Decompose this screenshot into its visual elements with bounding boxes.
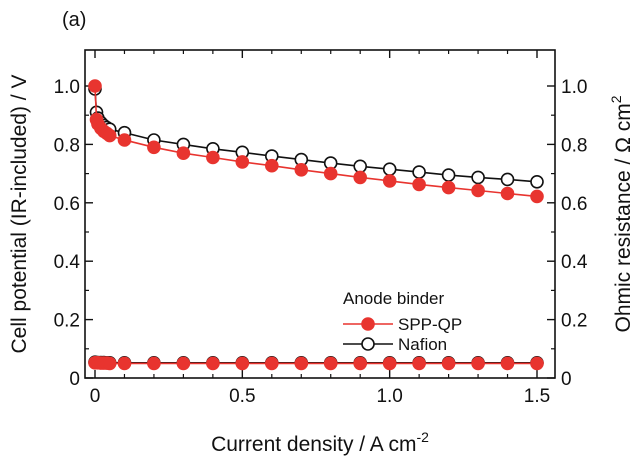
legend-marker xyxy=(361,317,375,331)
data-point xyxy=(412,165,426,179)
data-point xyxy=(147,356,161,371)
data-point xyxy=(264,356,279,371)
y-tick-label-left: 1.0 xyxy=(54,77,80,98)
series-spp-qp-right xyxy=(88,355,544,371)
data-point xyxy=(382,356,397,371)
x-axis-title-text: Current density / A cm xyxy=(211,433,416,456)
data-point xyxy=(294,356,309,371)
y-tick-label-left: 0.6 xyxy=(54,194,80,215)
legend-item-spp-qp: SPP-QP xyxy=(343,315,462,334)
data-point xyxy=(441,180,456,195)
y-axis-title-right: Ohmic resistance / Ω cm2 xyxy=(608,95,635,332)
y-tick-label-right: 0.2 xyxy=(561,311,587,332)
x-tick-label: 1.0 xyxy=(376,386,402,407)
data-point xyxy=(471,356,485,371)
data-point xyxy=(264,158,279,173)
data-point xyxy=(500,356,515,371)
y-tick-label-right: 0.8 xyxy=(561,135,587,156)
data-point xyxy=(206,356,220,371)
legend-marker xyxy=(361,337,375,351)
data-point xyxy=(471,170,485,185)
data-point xyxy=(412,177,426,192)
data-point xyxy=(471,183,485,198)
data-point xyxy=(235,356,250,371)
x-axis-title: Current density / A cm-2 xyxy=(211,429,429,456)
data-point xyxy=(102,356,117,371)
panel-label: (a) xyxy=(62,9,86,31)
data-point xyxy=(323,356,338,371)
x-tick-label: 0 xyxy=(90,386,101,407)
y-axis-title-left: Cell potential (IR-included) / V xyxy=(8,75,31,354)
y-tick-label-right: 0 xyxy=(561,369,572,390)
y-tick-label-right: 0.4 xyxy=(561,252,588,273)
x-tick-label: 1.5 xyxy=(524,386,550,407)
y-tick-label-left: 0.2 xyxy=(54,311,80,332)
data-point xyxy=(176,146,191,160)
data-point xyxy=(412,356,426,371)
legend-label: Nafion xyxy=(398,335,447,354)
y-axis-title-right-text: Ohmic resistance / Ω cm xyxy=(612,103,635,332)
data-point xyxy=(147,140,161,155)
plot-frame xyxy=(84,49,556,379)
data-point xyxy=(353,356,368,371)
data-point xyxy=(500,186,515,201)
y-tick-label-left: 0 xyxy=(69,369,80,390)
data-point xyxy=(176,356,191,371)
data-point xyxy=(117,356,132,371)
data-point xyxy=(382,162,397,176)
series-line xyxy=(94,88,538,183)
legend-title: Anode binder xyxy=(343,289,444,308)
data-point xyxy=(235,155,250,169)
legend-item-nafion: Nafion xyxy=(343,335,447,354)
legend-label: SPP-QP xyxy=(398,315,462,334)
data-point xyxy=(441,168,456,182)
axis-tick-labels: 0 0.5 1.0 1.50 00.2 0.20.4 0.40.6 0.60.8 0.81.0 1… xyxy=(54,77,588,407)
data-point xyxy=(294,163,309,177)
series-spp-qp-left xyxy=(88,79,544,204)
y-tick-label-left: 0.8 xyxy=(54,135,80,156)
data-point xyxy=(117,133,132,147)
data-point xyxy=(353,159,368,174)
data-point xyxy=(88,79,102,93)
data-point xyxy=(530,189,544,204)
y-axis-title-right-sup: 2 xyxy=(608,95,624,103)
data-point xyxy=(500,172,515,187)
data-point xyxy=(102,128,117,143)
data-point xyxy=(353,170,368,185)
data-point xyxy=(530,356,544,371)
y-tick-label-right: 1.0 xyxy=(561,77,587,98)
x-tick-label: 0.5 xyxy=(229,386,255,407)
x-axis-title-sup: -2 xyxy=(416,429,429,445)
axis-ticks xyxy=(85,50,555,379)
data-point xyxy=(441,356,456,371)
data-point xyxy=(382,174,397,188)
data-point xyxy=(323,166,338,181)
series-layer xyxy=(88,79,544,371)
data-point xyxy=(206,150,220,165)
y-tick-label-left: 0.4 xyxy=(54,252,81,273)
series-line xyxy=(95,361,537,365)
y-tick-label-right: 0.6 xyxy=(561,194,587,215)
data-point xyxy=(530,175,544,189)
